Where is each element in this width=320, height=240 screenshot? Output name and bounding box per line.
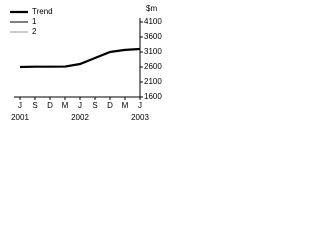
x-tick-label: S — [92, 101, 97, 110]
year-label: 2001 — [11, 113, 29, 122]
y-tick-label: 2100 — [144, 77, 162, 86]
legend-label: 2 — [32, 27, 37, 36]
y-tick-label: 3100 — [144, 47, 162, 56]
y-unit: $m — [146, 4, 157, 13]
y-tick-label: 1600 — [144, 92, 162, 101]
page: {"chart_data": {"type": "line", "y_unit"… — [10, 4, 163, 123]
x-tick-label: D — [47, 101, 53, 110]
x-tick-label: J — [18, 101, 22, 110]
y-tick-label: 3600 — [144, 32, 162, 41]
y-tick-label: 4100 — [144, 17, 162, 26]
x-tick-label: M — [122, 101, 129, 110]
year-label: 2002 — [71, 113, 89, 122]
legend-label: Trend — [32, 7, 53, 16]
x-tick-label: J — [78, 101, 82, 110]
series-line — [19, 47, 141, 69]
legend-label: 1 — [32, 17, 37, 26]
x-tick-label: D — [107, 101, 113, 110]
x-tick-label: S — [32, 101, 37, 110]
x-tick-label: M — [62, 101, 69, 110]
x-tick-label: J — [138, 101, 142, 110]
y-tick-label: 2600 — [144, 62, 162, 71]
year-label: 2003 — [131, 113, 149, 122]
